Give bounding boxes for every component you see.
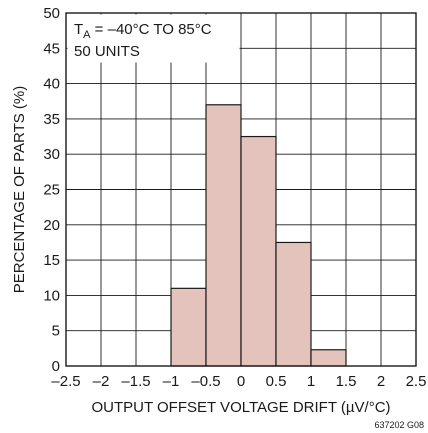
histogram-bar — [240, 135, 277, 367]
y-tick-label: 30 — [43, 146, 60, 163]
y-tick-label: 45 — [43, 40, 60, 57]
annotation-units: 50 UNITS — [74, 43, 140, 60]
y-tick-label: 25 — [43, 182, 60, 199]
y-tick-label: 5 — [52, 323, 60, 340]
annotation-box — [67, 14, 240, 63]
x-tick-label: 1.5 — [336, 373, 357, 390]
y-tick-label: 20 — [43, 217, 60, 234]
histogram-bar — [310, 349, 347, 367]
y-tick-labels: 0 5 10 15 20 25 30 35 40 45 50 — [43, 5, 60, 375]
x-tick-label: 2 — [377, 373, 385, 390]
annotation-t: T — [74, 21, 83, 38]
histogram-bar — [275, 241, 312, 367]
figure-code: 637202 G08 — [374, 420, 424, 430]
y-tick-label: 40 — [43, 76, 60, 93]
y-tick-label: 15 — [43, 252, 60, 269]
histogram-bar — [170, 287, 207, 367]
y-tick-label: 35 — [43, 111, 60, 128]
bars — [170, 104, 347, 367]
annotation-subscript: A — [83, 29, 91, 41]
x-tick-label: 1 — [307, 373, 315, 390]
x-tick-label: 2.5 — [406, 373, 427, 390]
x-tick-label: –2 — [93, 373, 110, 390]
y-tick-label: 0 — [52, 358, 60, 375]
x-tick-label: 0 — [237, 373, 245, 390]
x-tick-label: –1 — [163, 373, 180, 390]
annotation-range: = –40°C TO 85°C — [91, 21, 212, 38]
annotation-temperature: TA = –40°C TO 85°C — [74, 21, 212, 41]
x-tick-labels: –2.5 –2 –1.5 –1 –0.5 0 0.5 1 1.5 2 2.5 — [51, 373, 426, 390]
y-tick-label: 10 — [43, 287, 60, 304]
x-axis-title: OUTPUT OFFSET VOLTAGE DRIFT (µV/°C) — [91, 399, 390, 416]
histogram-bar — [205, 104, 242, 367]
y-axis-title: PERCENTAGE OF PARTS (%) — [11, 86, 28, 294]
x-tick-label: –2.5 — [51, 373, 80, 390]
x-tick-label: 0.5 — [266, 373, 287, 390]
x-tick-label: –1.5 — [121, 373, 150, 390]
x-tick-label: –0.5 — [191, 373, 220, 390]
plot-frame — [65, 12, 417, 367]
y-tick-label: 50 — [43, 5, 60, 22]
